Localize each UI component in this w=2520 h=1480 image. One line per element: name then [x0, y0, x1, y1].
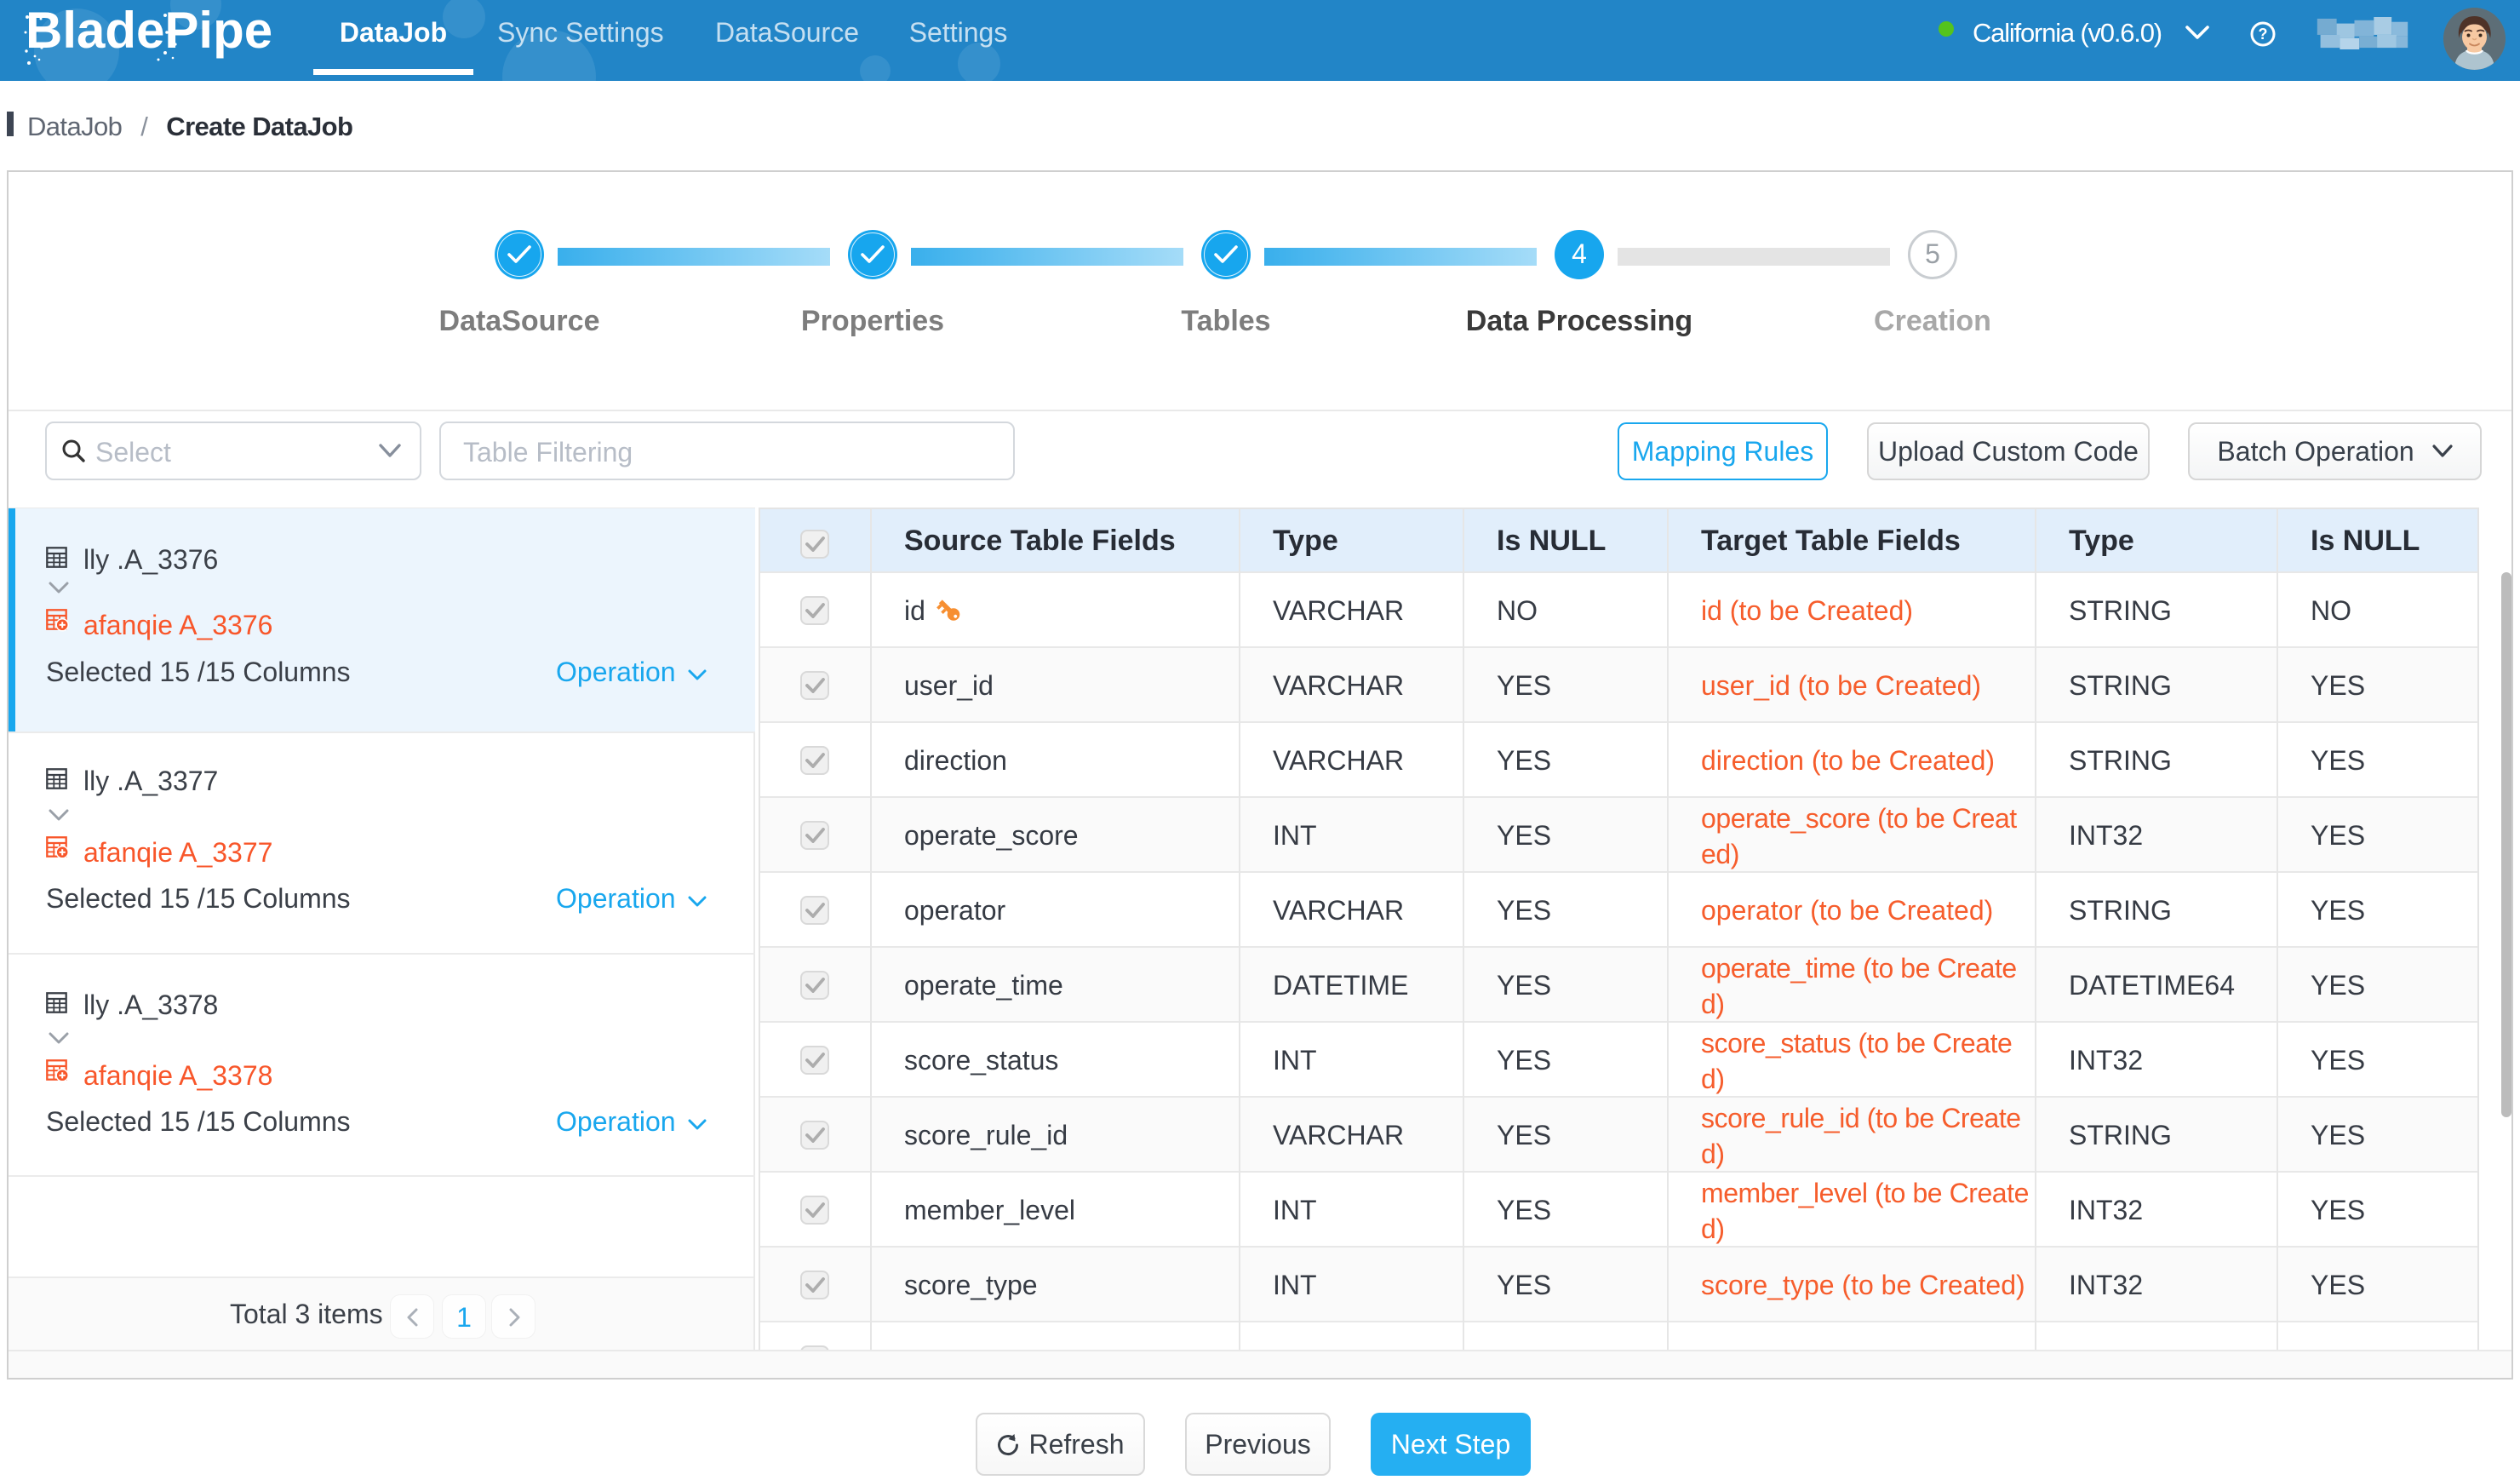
svg-text:?: ?: [2259, 26, 2268, 43]
